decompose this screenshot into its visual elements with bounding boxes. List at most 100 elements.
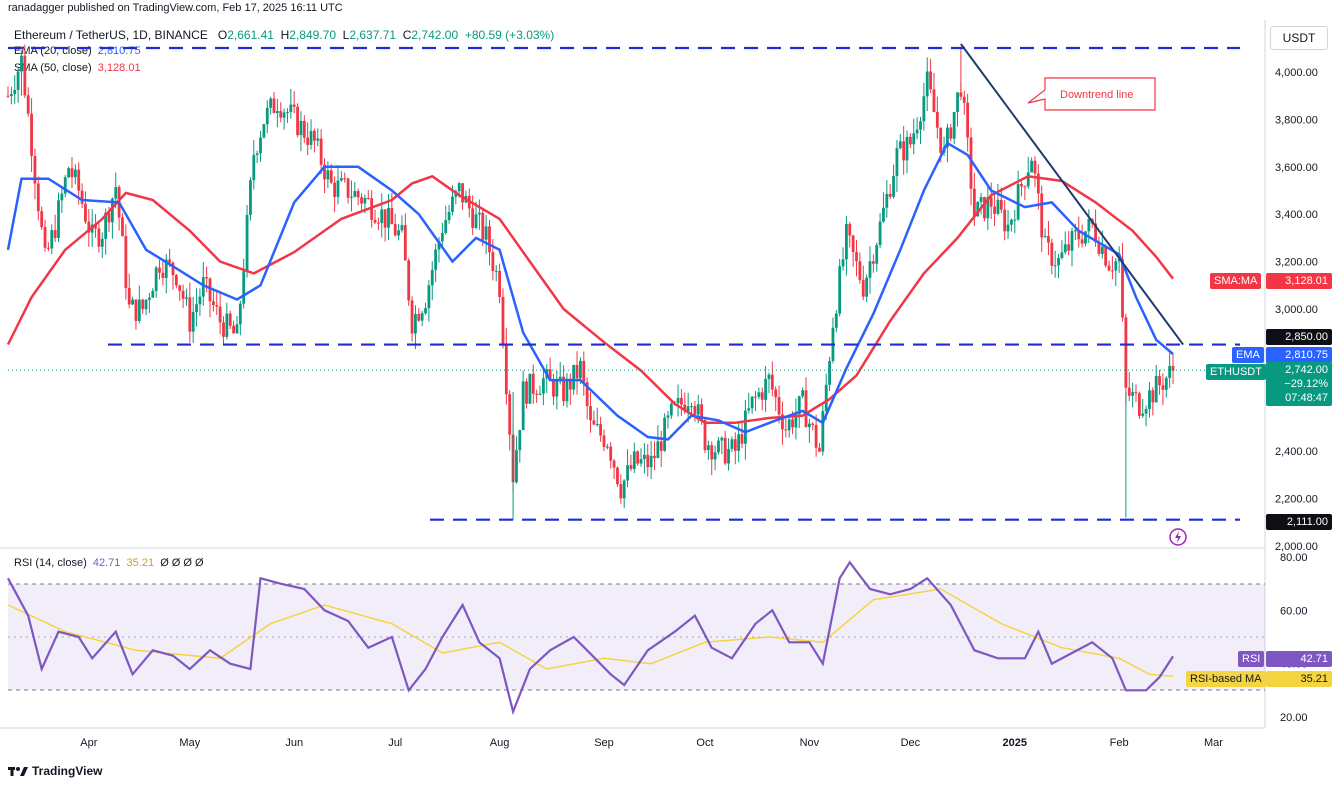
symbol-title[interactable]: Ethereum / TetherUS, 1D, BINANCE	[14, 28, 208, 42]
low-value: 2,637.71	[349, 28, 397, 42]
candle-174	[592, 410, 596, 426]
candle-226	[767, 372, 771, 394]
time-label-7: Nov	[800, 737, 820, 749]
candle-body	[882, 207, 885, 222]
candle-body	[653, 455, 656, 459]
rsi-line	[7, 560, 1174, 716]
candle-body	[639, 459, 643, 464]
candle-body	[986, 197, 990, 219]
candle-body	[242, 271, 246, 304]
candle-body	[1030, 160, 1034, 173]
candle-228	[774, 386, 778, 412]
candle-body	[989, 197, 993, 207]
candle-102	[350, 180, 353, 212]
candle-body	[733, 439, 737, 451]
candle-216	[733, 432, 737, 465]
sma-legend[interactable]: SMA (50, close) 3,128.01	[14, 62, 141, 74]
price-tick-4: 3,200.00	[1275, 257, 1318, 269]
candle-234	[794, 398, 798, 440]
candle-body	[572, 364, 576, 390]
level-high-tag: 2,850.00	[1266, 329, 1332, 345]
candle-265	[898, 134, 902, 150]
candle-body	[1070, 231, 1074, 251]
candle-211	[717, 436, 720, 455]
price-tick-1: 3,800.00	[1275, 114, 1318, 126]
currency-selector[interactable]: USDT	[1270, 26, 1328, 50]
candle-body	[245, 214, 249, 272]
candle-324	[1097, 236, 1101, 257]
candle-45	[158, 259, 161, 280]
candle-body	[1020, 184, 1023, 187]
candle-94	[323, 158, 326, 194]
candle-body	[471, 208, 475, 228]
candle-body	[97, 228, 101, 247]
candle-body	[565, 378, 569, 402]
candle-296	[1003, 200, 1007, 241]
candle-56	[195, 288, 198, 327]
candle-329	[1114, 257, 1118, 287]
candle-body	[390, 208, 394, 225]
candle-232	[787, 415, 791, 438]
candle-body	[313, 130, 316, 141]
candle-155	[528, 373, 532, 405]
candle-70	[242, 258, 246, 309]
candle-body	[616, 467, 619, 485]
rsi-ma-value-tag: 35.21	[1266, 671, 1332, 687]
candle-body	[717, 440, 720, 453]
candle-12	[47, 242, 50, 251]
candle-body	[811, 423, 815, 425]
candle-305	[1033, 156, 1037, 187]
candle-301	[1020, 181, 1023, 197]
candle-body	[164, 259, 168, 278]
time-label-1: May	[179, 737, 200, 749]
candle-body	[124, 236, 128, 289]
candle-248	[841, 247, 845, 271]
candle-body	[575, 364, 579, 379]
candle-159	[541, 366, 545, 406]
candle-85	[292, 91, 296, 114]
candle-62	[215, 292, 219, 315]
sma-legend-value: 3,128.01	[97, 62, 141, 74]
candle-290	[983, 196, 986, 222]
candle-72	[249, 177, 252, 221]
candle-316	[1070, 227, 1074, 267]
candle-body	[161, 272, 165, 278]
candle-body	[205, 277, 209, 279]
candle-297	[1006, 209, 1010, 240]
candle-body	[50, 230, 54, 249]
candle-295	[999, 187, 1003, 214]
footer[interactable]: TradingView	[8, 764, 102, 778]
candle-64	[222, 316, 225, 345]
candle-230	[781, 401, 784, 445]
candle-body	[1161, 385, 1165, 390]
candle-body	[1137, 393, 1141, 416]
candle-111	[380, 193, 384, 238]
candle-92	[316, 128, 320, 147]
lightning-icon[interactable]	[1169, 528, 1187, 546]
candle-225	[764, 366, 768, 413]
candle-152	[518, 429, 522, 463]
candle-224	[760, 387, 764, 411]
candle-body	[592, 420, 596, 425]
candle-61	[211, 290, 215, 312]
candle-body	[996, 199, 1000, 214]
candle-body	[1158, 376, 1161, 386]
candle-186	[632, 442, 636, 474]
candle-66	[228, 310, 232, 330]
candle-body	[363, 198, 367, 204]
candle-body	[1148, 390, 1151, 410]
candle-body	[306, 137, 310, 145]
downtrend-callout[interactable]: Downtrend line	[1027, 77, 1156, 111]
candle-284	[962, 90, 966, 115]
candle-291	[986, 184, 990, 230]
candle-131	[447, 204, 451, 224]
candle-body	[353, 191, 357, 197]
candle-157	[535, 389, 539, 403]
candle-body	[764, 378, 768, 400]
candle-body	[1168, 365, 1172, 378]
rsi-legend-value: 42.71	[92, 557, 121, 569]
candle-body	[720, 437, 724, 441]
candle-69	[238, 300, 242, 336]
rsi-legend[interactable]: RSI (14, close) 42.71 35.21 Ø Ø Ø Ø	[14, 557, 204, 569]
